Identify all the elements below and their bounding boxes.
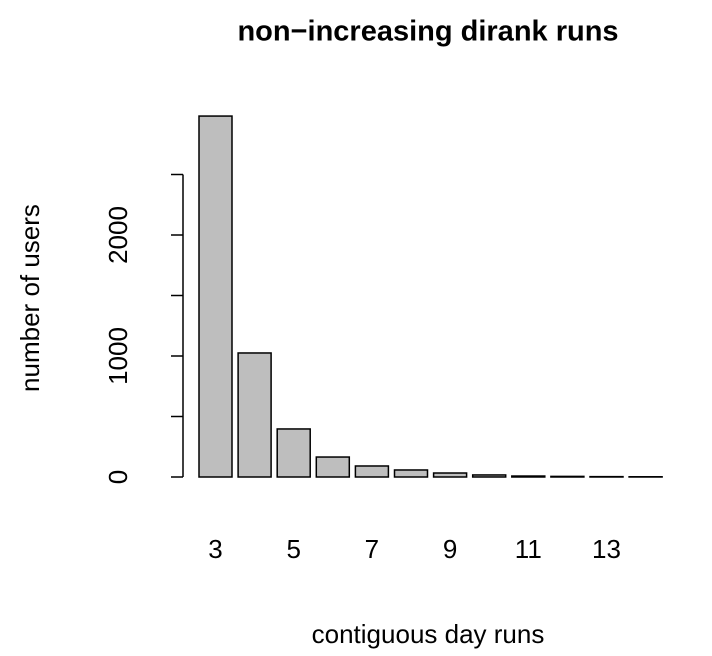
y-tick-label: 2000 bbox=[103, 206, 133, 264]
x-tick-label: 7 bbox=[365, 534, 379, 564]
bar bbox=[471, 474, 507, 478]
bar bbox=[198, 115, 233, 478]
y-axis-label: number of users bbox=[15, 204, 45, 392]
x-tick-label: 3 bbox=[208, 534, 222, 564]
x-tick-label: 5 bbox=[286, 534, 300, 564]
bar bbox=[237, 352, 272, 478]
x-tick-label: 13 bbox=[592, 534, 621, 564]
bar bbox=[432, 472, 468, 478]
x-axis-label: contiguous day runs bbox=[312, 619, 545, 649]
bar bbox=[354, 465, 390, 478]
y-tick-label: 1000 bbox=[103, 327, 133, 385]
y-tick-label: 0 bbox=[103, 470, 133, 484]
x-tick-label: 9 bbox=[443, 534, 457, 564]
x-tick-label: 11 bbox=[515, 534, 542, 564]
bar bbox=[393, 469, 429, 478]
bar bbox=[511, 475, 546, 478]
bar bbox=[315, 456, 351, 478]
bar bbox=[550, 475, 585, 478]
bar bbox=[276, 428, 311, 478]
chart-title: non−increasing dirank runs bbox=[237, 16, 618, 48]
